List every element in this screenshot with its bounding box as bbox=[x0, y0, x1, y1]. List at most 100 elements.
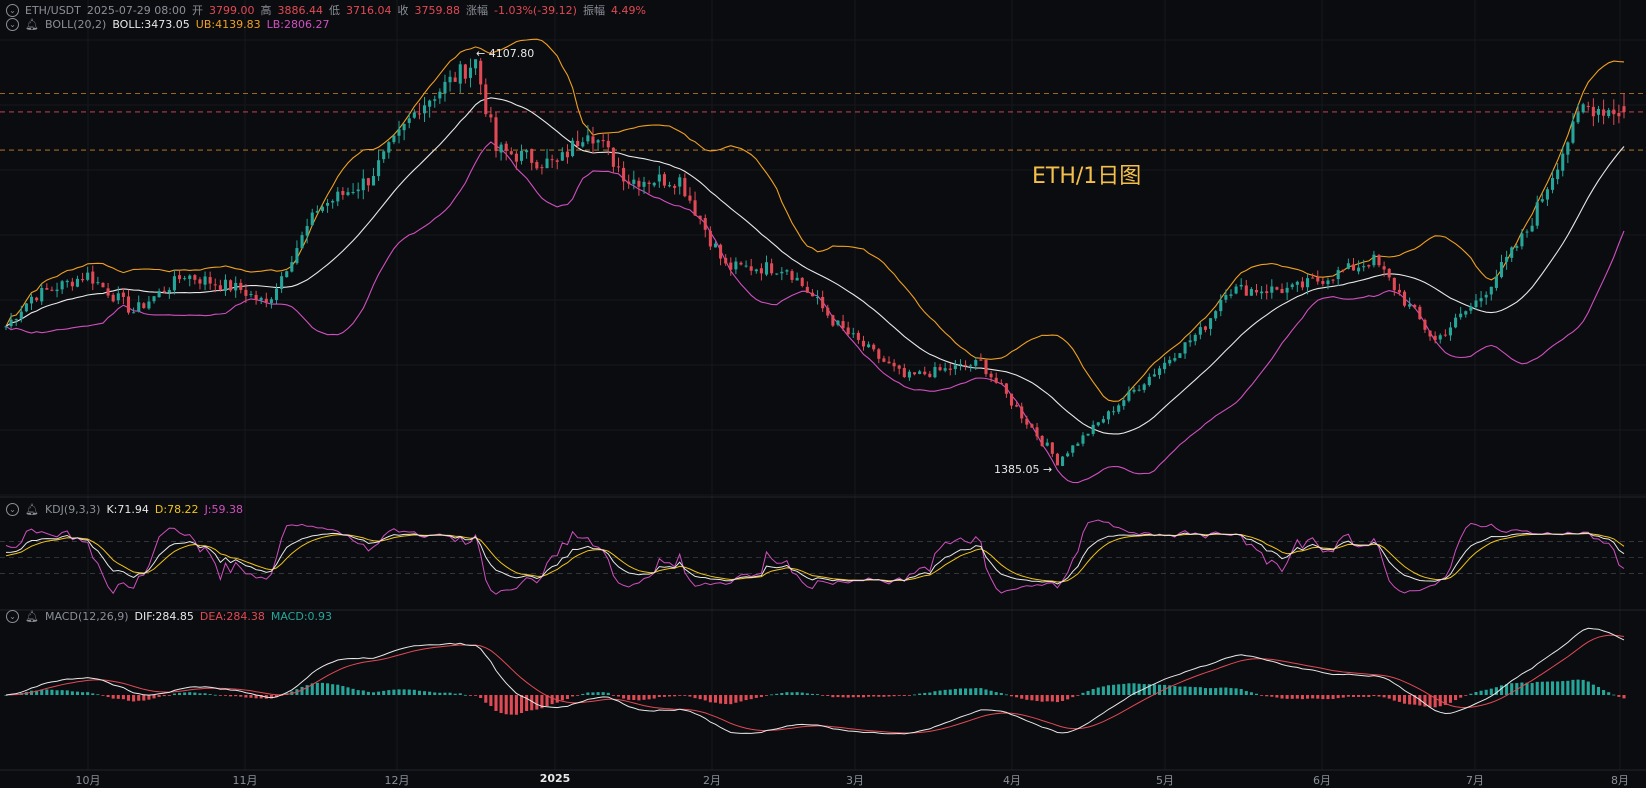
macd-histogram-bar bbox=[831, 695, 835, 698]
x-tick-label: 7月 bbox=[1466, 774, 1484, 787]
macd-dif-value: DIF:284.85 bbox=[134, 610, 194, 623]
collapse-icon[interactable]: ⌄ bbox=[6, 3, 19, 17]
macd-histogram-bar bbox=[841, 695, 845, 698]
macd-histogram-bar bbox=[1602, 690, 1606, 695]
macd-histogram-bar bbox=[29, 690, 34, 695]
candle-body bbox=[764, 262, 769, 275]
macd-histogram-bar bbox=[1234, 688, 1238, 695]
candle-body bbox=[157, 291, 161, 298]
candle-body bbox=[586, 135, 590, 142]
candle-body bbox=[790, 271, 794, 280]
close-label: 收 bbox=[397, 4, 409, 17]
macd-histogram-bar bbox=[132, 695, 136, 702]
macd-histogram-bar bbox=[698, 695, 702, 700]
candle-body bbox=[933, 366, 937, 378]
candle-body bbox=[438, 91, 442, 99]
candle-body bbox=[397, 129, 401, 136]
macd-histogram-bar bbox=[856, 695, 860, 698]
candle-body bbox=[1030, 424, 1034, 428]
macd-histogram-bar bbox=[203, 693, 207, 695]
macd-histogram-bar bbox=[1362, 695, 1366, 697]
candle-body bbox=[1617, 112, 1621, 117]
macd-histogram-bar bbox=[1505, 684, 1509, 695]
macd-histogram-bar bbox=[1326, 695, 1330, 700]
collapse-icon[interactable]: ⌄ bbox=[6, 503, 19, 516]
candle-body bbox=[1622, 106, 1626, 112]
macd-histogram-bar bbox=[657, 695, 661, 698]
candle-body bbox=[81, 279, 85, 281]
macd-histogram-bar bbox=[1132, 683, 1136, 695]
bell-icon[interactable]: 🔔︎ bbox=[25, 18, 39, 31]
macd-histogram-bar bbox=[1433, 695, 1437, 708]
bell-icon[interactable]: 🔔︎ bbox=[25, 610, 39, 623]
candle-body bbox=[1331, 279, 1335, 281]
candle-body bbox=[1346, 263, 1350, 269]
candle-body bbox=[111, 294, 115, 302]
candle-body bbox=[698, 215, 702, 219]
macd-histogram-bar bbox=[1311, 695, 1315, 699]
collapse-icon[interactable]: ⌄ bbox=[6, 18, 19, 31]
macd-dea-line bbox=[5, 634, 1625, 734]
macd-legend: ⌄ 🔔︎ MACD(12,26,9) DIF:284.85 DEA:284.38… bbox=[6, 610, 332, 623]
candle-body bbox=[703, 218, 707, 230]
candle-body bbox=[1224, 295, 1228, 300]
candle-body bbox=[1448, 327, 1452, 336]
macd-histogram-bar bbox=[1494, 687, 1498, 695]
candle-body bbox=[1316, 277, 1320, 282]
candle-body bbox=[35, 297, 39, 301]
candle-body bbox=[795, 277, 799, 281]
macd-histogram-bar bbox=[147, 695, 151, 700]
macd-histogram-bar bbox=[489, 695, 493, 707]
macd-histogram-bar bbox=[1066, 695, 1070, 700]
candle-body bbox=[346, 192, 350, 195]
candle-body bbox=[1015, 405, 1019, 407]
candle-body bbox=[984, 359, 988, 375]
macd-histogram-bar bbox=[586, 692, 590, 695]
macd-histogram-bar bbox=[1163, 684, 1167, 695]
candle-body bbox=[1397, 289, 1401, 293]
bell-icon[interactable]: 🔔︎ bbox=[25, 503, 39, 516]
macd-histogram-bar bbox=[142, 695, 146, 701]
close-value: 3759.88 bbox=[414, 3, 461, 17]
macd-histogram-bar bbox=[514, 695, 518, 715]
boll-lb-value: LB:2806.27 bbox=[266, 18, 330, 31]
candle-body bbox=[1484, 294, 1488, 298]
candle-body bbox=[178, 275, 182, 280]
candle-body bbox=[422, 105, 427, 114]
macd-histogram-bar bbox=[1009, 695, 1014, 697]
candle-body bbox=[1576, 112, 1580, 123]
candle-body bbox=[1198, 327, 1202, 335]
macd-histogram-bar bbox=[218, 695, 222, 696]
candle-body bbox=[708, 230, 712, 247]
collapse-icon[interactable]: ⌄ bbox=[6, 610, 19, 623]
candle-body bbox=[571, 140, 575, 157]
candle-body bbox=[1535, 202, 1539, 226]
macd-histogram-bar bbox=[269, 695, 273, 699]
macd-histogram-bar bbox=[1290, 695, 1294, 699]
candle-body bbox=[642, 181, 646, 187]
candle-body bbox=[979, 359, 983, 361]
macd-histogram-bar bbox=[1454, 695, 1458, 701]
kdj-legend: ⌄ 🔔︎ KDJ(9,3,3) K:71.94 D:78.22 J:59.38 bbox=[6, 503, 243, 516]
candle-body bbox=[1433, 335, 1437, 341]
candle-body bbox=[1306, 278, 1310, 288]
candle-body bbox=[1132, 389, 1136, 392]
macd-histogram-bar bbox=[1295, 695, 1299, 699]
candle-body bbox=[1530, 225, 1534, 232]
candle-body bbox=[657, 174, 661, 182]
macd-histogram-bar bbox=[1112, 684, 1116, 695]
macd-histogram-bar bbox=[326, 683, 330, 695]
macd-histogram-bar bbox=[836, 695, 840, 698]
high-value: 3886.44 bbox=[277, 3, 324, 17]
candle-body bbox=[1219, 299, 1223, 312]
candle-body bbox=[744, 265, 748, 267]
macd-histogram-bar bbox=[479, 695, 483, 699]
macd-histogram-bar bbox=[1280, 695, 1284, 699]
macd-histogram-bar bbox=[443, 692, 447, 695]
candle-body bbox=[24, 303, 28, 312]
kdj-name: KDJ(9,3,3) bbox=[44, 503, 101, 516]
macd-histogram-bar bbox=[239, 695, 243, 697]
macd-histogram-bar bbox=[126, 695, 131, 701]
macd-histogram-bar bbox=[1270, 695, 1274, 697]
